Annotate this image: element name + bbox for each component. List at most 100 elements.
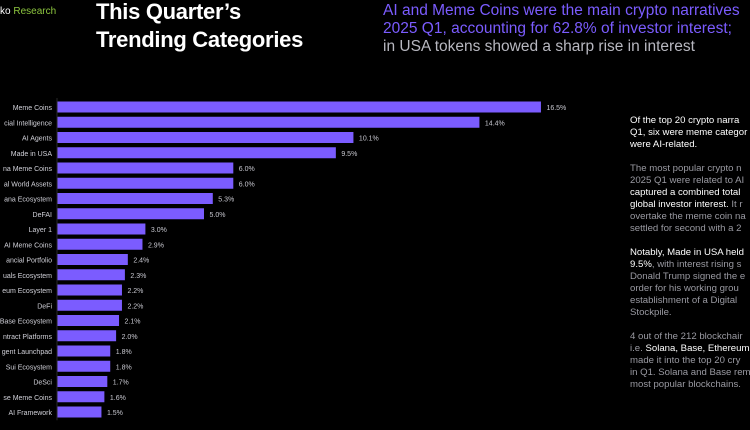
- bar: [57, 193, 213, 204]
- value-label: 1.5%: [107, 410, 123, 417]
- bar: [57, 345, 111, 357]
- category-label: ancial Portfolio: [6, 258, 52, 265]
- value-label: 2.1%: [125, 319, 141, 326]
- note-paragraph: 4 out of the 212 blockchair i.e. Solana, …: [630, 331, 750, 391]
- note-line: order for his working grou: [630, 283, 750, 295]
- bar: [57, 406, 102, 418]
- bar: [57, 391, 105, 403]
- note-line: The most popular crypto n: [630, 163, 750, 175]
- note-text: Of the top 20 crypto narra: [630, 115, 740, 126]
- category-label: AI Meme Coins: [4, 242, 52, 249]
- note-line: Q1, six were meme categor: [630, 127, 750, 139]
- subtitle-line: 2025 Q1, accounting for 62.8% of investo…: [383, 20, 732, 37]
- value-label: 1.8%: [116, 364, 132, 371]
- bar: [57, 330, 117, 342]
- note-line: i.e. Solana, Base, Ethereum: [630, 343, 750, 355]
- bar-chart: Meme Coins 16.5% cial Intelligence 14.4% AI …: [0, 98, 566, 421]
- category-label: se Meme Coins: [3, 395, 52, 402]
- subtitle-line: in USA tokens showed a sharp rise in int…: [383, 38, 695, 55]
- note-text: 9.5%: [630, 259, 652, 270]
- note-text: Q1, six were meme categor: [630, 127, 748, 138]
- note-line: Donald Trump signed the e: [630, 271, 750, 283]
- category-label: DeSci: [33, 380, 52, 387]
- note-text: It r: [728, 199, 743, 210]
- note-text: establishment of a Digital: [630, 295, 738, 306]
- category-label: Layer 1: [29, 227, 52, 234]
- note-text: Donald Trump signed the e: [630, 271, 746, 282]
- page-title: This Quarter’s Trending Categories: [96, 0, 303, 54]
- bar: [57, 269, 125, 281]
- bar: [57, 162, 234, 174]
- category-label: eum Ecosystem: [2, 288, 52, 295]
- subtitle: AI and Meme Coins were the main crypto n…: [383, 2, 740, 56]
- bar: [57, 299, 122, 311]
- bar: [57, 132, 354, 143]
- value-label: 2.0%: [122, 334, 138, 341]
- category-label: Sui Ecosystem: [6, 364, 52, 371]
- note-text: 2025 Q1 were related to AI: [630, 175, 745, 186]
- note-line: Of the top 20 crypto narra: [630, 115, 750, 127]
- category-label: AI Framework: [8, 410, 52, 417]
- value-label: 5.0%: [210, 212, 226, 219]
- brand-prefix: ko: [0, 6, 11, 17]
- value-label: 3.0%: [151, 227, 167, 234]
- note-paragraph: Of the top 20 crypto narra Q1, six were m…: [630, 115, 750, 151]
- value-label: 5.3%: [218, 197, 234, 204]
- bar: [57, 101, 541, 113]
- note-text: Notably, Made in USA held: [630, 247, 744, 258]
- value-label: 10.1%: [359, 136, 379, 143]
- note-paragraph: Notably, Made in USA held 9.5%, with inte…: [630, 247, 750, 319]
- note-text: overtake the meme coin na: [630, 211, 746, 222]
- note-line: made it into the top 20 cry: [630, 355, 750, 367]
- value-label: 2.3%: [130, 273, 146, 280]
- category-label: na Meme Coins: [3, 166, 53, 173]
- title-line: Trending Categories: [96, 27, 304, 52]
- bar: [57, 147, 336, 159]
- value-label: 2.2%: [127, 288, 143, 295]
- value-label: 2.2%: [127, 303, 143, 310]
- note-text: settled for second with a 2: [630, 223, 742, 234]
- note-text: made it into the top 20 cry: [630, 355, 741, 366]
- bar: [57, 360, 111, 372]
- note-line: Stockpile.: [630, 307, 750, 319]
- note-text: order for his working grou: [630, 283, 739, 294]
- note-line: most popular blockchains.: [630, 379, 750, 391]
- category-label: gent Launchpad: [2, 349, 52, 356]
- bar: [57, 315, 120, 326]
- notes-panel: Of the top 20 crypto narra Q1, six were m…: [630, 115, 750, 403]
- value-label: 1.8%: [116, 349, 132, 356]
- note-line: 9.5%, with interest rising s: [630, 259, 750, 271]
- category-label: Meme Coins: [13, 105, 53, 112]
- note-text: 4 out of the 212 blockchair: [630, 331, 743, 342]
- category-label: AI Agents: [22, 136, 52, 143]
- note-line: establishment of a Digital: [630, 295, 750, 307]
- subtitle-line: AI and Meme Coins were the main crypto n…: [383, 2, 740, 19]
- note-line: Notably, Made in USA held: [630, 247, 750, 259]
- bar: [57, 223, 146, 235]
- bar: [57, 116, 480, 128]
- note-line: were AI-related.: [630, 139, 750, 151]
- note-text: global investor interest.: [630, 199, 729, 210]
- bar: [57, 177, 234, 189]
- value-label: 9.5%: [341, 151, 357, 158]
- category-label: Made in USA: [11, 151, 53, 158]
- category-label: Base Ecosystem: [0, 319, 52, 326]
- note-text: Stockpile.: [630, 307, 672, 318]
- bar: [57, 238, 143, 250]
- category-label: DeFi: [37, 303, 52, 310]
- category-label: ntract Platforms: [3, 334, 53, 341]
- value-label: 6.0%: [239, 181, 255, 188]
- title-line: This Quarter’s: [96, 0, 241, 24]
- value-label: 2.9%: [148, 242, 164, 249]
- note-text: , with interest rising s: [651, 259, 742, 270]
- category-label: ana Ecosystem: [4, 197, 52, 204]
- note-text: most popular blockchains.: [630, 379, 741, 390]
- value-label: 2.4%: [133, 258, 149, 265]
- value-label: 1.7%: [113, 380, 129, 387]
- category-label: al World Assets: [4, 181, 53, 188]
- note-line: overtake the meme coin na: [630, 211, 750, 223]
- brand-logo: ko Research: [0, 6, 56, 17]
- value-label: 1.6%: [110, 395, 126, 402]
- note-text: in Q1. Solana and Base rem: [630, 367, 750, 378]
- value-label: 14.4%: [485, 120, 505, 127]
